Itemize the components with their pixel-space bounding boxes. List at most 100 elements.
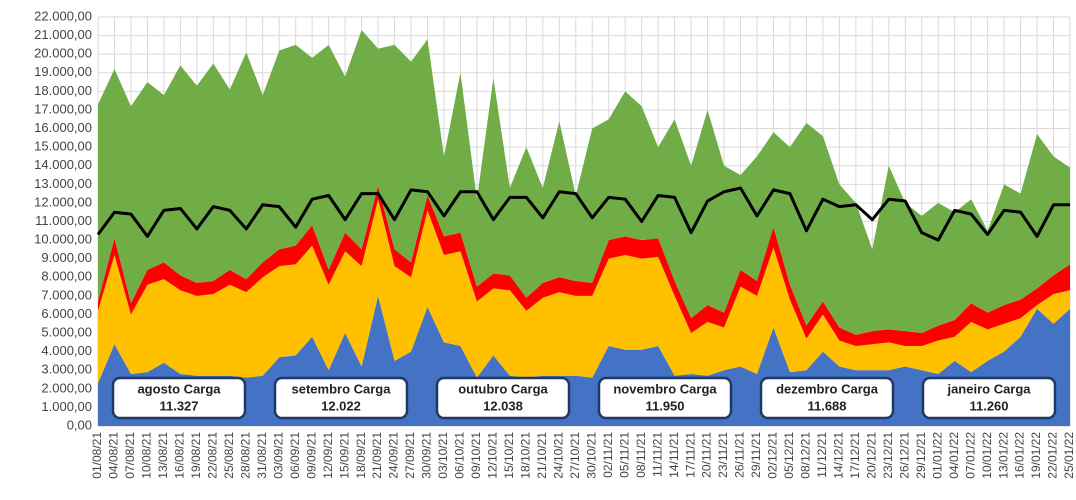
line <box>96 186 1070 242</box>
x-tick-label: 18/09/21 <box>354 432 368 479</box>
x-tick-label: 29/12/21 <box>914 432 928 479</box>
x-tick-label: 09/09/21 <box>304 432 318 479</box>
y-tick-label: 14.000,00 <box>34 157 92 172</box>
x-tick-label: 11/12/21 <box>815 432 829 478</box>
area <box>98 30 1070 335</box>
x-tick-label: 11/11/21 <box>650 432 664 477</box>
x-tick-label: 21/10/21 <box>535 432 549 479</box>
y-tick-label: 0,00 <box>67 417 92 432</box>
annotation-label: agosto Carga <box>137 381 221 396</box>
x-tick-label: 07/08/21 <box>123 432 137 479</box>
annotation-value: 11.327 <box>159 398 198 413</box>
x-tick-label: 27/09/21 <box>403 432 417 479</box>
x-tick-label: 17/12/21 <box>848 432 862 479</box>
x-tick-label: 29/11/21 <box>749 432 763 478</box>
y-tick-label: 9.000,00 <box>41 250 92 265</box>
x-tick-label: 04/08/21 <box>107 432 121 479</box>
x-tick-label: 10/01/22 <box>980 432 994 479</box>
annotation-label: setembro Carga <box>292 381 392 396</box>
x-tick-label: 25/01/22 <box>1062 432 1076 479</box>
x-tick-label: 20/12/21 <box>864 432 878 479</box>
x-tick-label: 02/12/21 <box>766 432 780 479</box>
x-tick-label: 12/10/21 <box>486 432 500 479</box>
x-tick-label: 08/12/21 <box>799 432 813 479</box>
x-tick-label: 24/10/21 <box>551 432 565 479</box>
annotation-box <box>921 376 1057 420</box>
y-tick-label: 13.000,00 <box>34 176 92 191</box>
x-tick-label: 13/01/22 <box>996 432 1010 479</box>
y-tick-label: 21.000,00 <box>34 27 92 42</box>
annotation-value: 12.022 <box>321 398 361 413</box>
x-tick-label: 25/08/21 <box>222 432 236 479</box>
annotation-box <box>273 376 409 420</box>
x-tick-label: 27/10/21 <box>568 432 582 479</box>
annotation-label: janeiro Carga <box>946 381 1031 396</box>
x-tick-label: 21/09/21 <box>370 432 384 479</box>
x-tick-label: 19/08/21 <box>189 432 203 479</box>
x-tick-label: 19/01/22 <box>1029 432 1043 479</box>
x-tick-label: 09/10/21 <box>469 432 483 479</box>
x-tick-label: 18/10/21 <box>519 432 533 479</box>
annotation-value: 11.688 <box>807 398 846 413</box>
y-tick-label: 12.000,00 <box>34 194 92 209</box>
y-tick-label: 4.000,00 <box>41 343 92 358</box>
annotation-label: outubro Carga <box>458 381 548 396</box>
x-tick-label: 28/08/21 <box>238 432 252 479</box>
x-tick-label: 13/08/21 <box>156 432 170 479</box>
x-tick-label: 15/09/21 <box>337 432 351 479</box>
x-tick-label: 26/11/21 <box>733 432 747 478</box>
x-tick-label: 30/09/21 <box>420 432 434 479</box>
y-tick-label: 1.000,00 <box>41 399 92 414</box>
x-tick-label: 14/12/21 <box>832 432 846 479</box>
y-tick-label: 16.000,00 <box>34 120 92 135</box>
y-tick-label: 17.000,00 <box>34 101 92 116</box>
x-tick-label: 03/09/21 <box>271 432 285 479</box>
y-tick-label: 22.000,00 <box>34 8 92 23</box>
annotation-box <box>111 376 247 420</box>
y-tick-label: 7.000,00 <box>41 287 92 302</box>
x-tick-label: 12/09/21 <box>321 432 335 479</box>
y-tick-label: 3.000,00 <box>41 362 92 377</box>
x-tick-label: 06/09/21 <box>288 432 302 479</box>
area <box>98 199 1070 384</box>
x-tick-label: 26/12/21 <box>897 432 911 479</box>
x-tick-label: 04/01/22 <box>947 432 961 479</box>
x-tick-label: 23/11/21 <box>716 432 730 478</box>
annotation-label: dezembro Carga <box>776 381 879 396</box>
x-tick-label: 16/01/22 <box>1013 432 1027 479</box>
x-tick-label: 08/11/21 <box>634 432 648 478</box>
x-tick-label: 20/11/21 <box>700 432 714 478</box>
y-tick-label: 11.000,00 <box>35 213 92 228</box>
annotation-box <box>435 376 571 420</box>
x-tick-label: 24/09/21 <box>387 432 401 479</box>
x-tick-label: 31/08/21 <box>255 432 269 479</box>
annotation-value: 11.260 <box>969 398 1008 413</box>
x-tick-label: 17/11/21 <box>683 432 697 478</box>
x-tick-label: 07/01/22 <box>963 432 977 479</box>
x-tick-label: 22/01/22 <box>1046 432 1060 479</box>
y-tick-label: 6.000,00 <box>41 306 92 321</box>
x-tick-label: 06/10/21 <box>453 432 467 479</box>
y-tick-label: 15.000,00 <box>34 139 92 154</box>
x-tick-label: 05/12/21 <box>782 432 796 479</box>
x-tick-label: 23/12/21 <box>881 432 895 479</box>
x-tick-label: 30/10/21 <box>584 432 598 479</box>
x-tick-label: 14/11/21 <box>667 432 681 478</box>
y-tick-label: 10.000,00 <box>34 232 92 247</box>
x-tick-label: 15/10/21 <box>502 432 516 479</box>
annotation-label: novembro Carga <box>613 381 717 396</box>
y-tick-label: 5.000,00 <box>41 324 92 339</box>
x-tick-label: 01/08/21 <box>90 432 104 479</box>
y-tick-label: 8.000,00 <box>41 269 92 284</box>
annotation-value: 12.038 <box>483 398 523 413</box>
x-tick-label: 05/11/21 <box>617 432 631 478</box>
annotation-value: 11.950 <box>645 398 684 413</box>
x-tick-label: 10/08/21 <box>140 432 154 479</box>
annotation-box <box>759 376 895 420</box>
y-tick-label: 18.000,00 <box>34 83 92 98</box>
x-tick-label: 22/08/21 <box>205 432 219 479</box>
x-tick-label: 03/10/21 <box>436 432 450 479</box>
x-tick-label: 02/11/21 <box>601 432 615 478</box>
y-tick-label: 20.000,00 <box>34 46 92 61</box>
